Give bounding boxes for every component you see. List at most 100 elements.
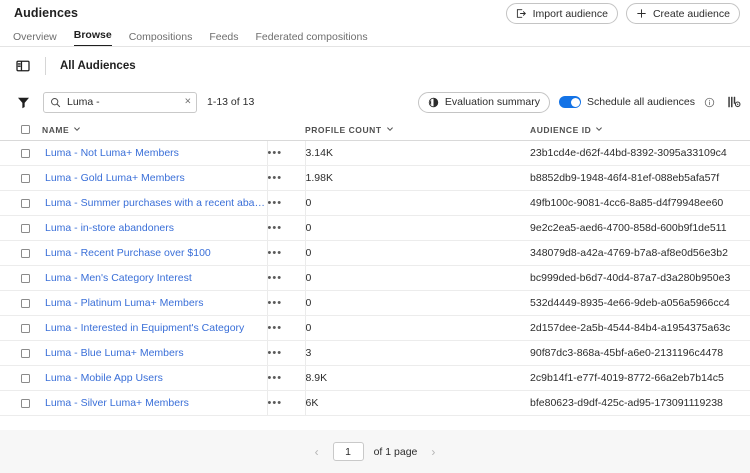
table-toolbar: × 1-13 of 13 Evaluation summary Schedule… — [0, 85, 750, 119]
row-checkbox[interactable] — [21, 173, 30, 183]
tab-feeds[interactable]: Feeds — [209, 31, 239, 43]
row-checkbox[interactable] — [21, 348, 30, 358]
chevron-left-icon[interactable]: ‹ — [314, 444, 319, 459]
row-select-cell — [0, 390, 42, 416]
audience-id-cell: 9e2c2ea5-aed6-4700-858d-600b9f1de511 — [530, 215, 750, 241]
import-icon — [516, 8, 527, 19]
more-options-icon[interactable]: ••• — [267, 397, 283, 409]
row-checkbox[interactable] — [21, 273, 30, 283]
column-settings-icon[interactable] — [726, 94, 742, 110]
more-options-icon[interactable]: ••• — [267, 372, 283, 384]
audiences-table: Name Profile count — [0, 119, 750, 416]
search-box[interactable]: × — [43, 91, 197, 113]
audience-name-link[interactable]: Luma - Blue Luma+ Members — [45, 347, 184, 359]
audience-name-link[interactable]: Luma - Mobile App Users — [45, 372, 163, 384]
schedule-all-audiences-label: Schedule all audiences — [587, 96, 695, 108]
audience-name-link[interactable]: Luma - in-store abandoners — [45, 222, 174, 234]
audiences-table-area: Name Profile count — [0, 119, 750, 430]
audience-id-cell: 348079d8-a42a-4769-b7a8-af8e0d56e3b2 — [530, 240, 750, 266]
chevron-right-icon[interactable]: › — [431, 444, 436, 459]
more-options-icon[interactable]: ••• — [267, 347, 283, 359]
tab-compositions[interactable]: Compositions — [128, 31, 193, 43]
result-count-label: 1-13 of 13 — [207, 96, 255, 108]
more-options-icon[interactable]: ••• — [267, 272, 283, 284]
row-select-cell — [0, 265, 42, 291]
audience-name-link[interactable]: Luma - Not Luma+ Members — [45, 147, 179, 159]
row-checkbox[interactable] — [21, 398, 30, 408]
select-all-checkbox[interactable] — [21, 125, 30, 134]
row-actions-cell: ••• — [267, 290, 306, 316]
more-options-icon[interactable]: ••• — [267, 147, 283, 159]
audience-name-cell: Luma - Interested in Equipment's Categor… — [42, 315, 268, 341]
audience-name-link[interactable]: Luma - Gold Luma+ Members — [45, 172, 185, 184]
create-audience-button[interactable]: Create audience — [625, 3, 740, 24]
audience-name-link[interactable]: Luma - Recent Purchase over $100 — [45, 247, 211, 259]
table-row: Luma - Interested in Equipment's Categor… — [0, 315, 750, 341]
table-header: Name Profile count — [0, 119, 750, 141]
table-body: Luma - Not Luma+ Members ••• 3.14K 23b1cd4e… — [0, 140, 750, 416]
audience-name-cell: Luma - Recent Purchase over $100 — [42, 240, 268, 266]
search-input[interactable] — [67, 96, 172, 108]
tab-overview[interactable]: Overview — [13, 31, 57, 43]
chevron-down-icon — [386, 125, 394, 135]
panel-toggle-icon[interactable] — [14, 57, 32, 75]
more-options-icon[interactable]: ••• — [267, 247, 283, 259]
column-header-profile-count[interactable]: Profile count — [305, 119, 531, 141]
import-audience-button[interactable]: Import audience — [505, 3, 618, 24]
evaluation-summary-button[interactable]: Evaluation summary — [417, 91, 550, 113]
audience-name-cell: Luma - Silver Luma+ Members — [42, 390, 268, 416]
row-actions-cell: ••• — [267, 365, 306, 391]
profile-count-cell: 0 — [305, 265, 531, 291]
row-checkbox[interactable] — [21, 248, 30, 258]
column-header-audience-id[interactable]: Audience ID — [530, 119, 750, 141]
row-checkbox[interactable] — [21, 373, 30, 383]
column-header-profile-count-label: Profile count — [305, 124, 382, 135]
profile-count-cell: 3 — [305, 340, 531, 366]
info-icon[interactable] — [701, 94, 717, 110]
row-checkbox[interactable] — [21, 298, 30, 308]
more-options-icon[interactable]: ••• — [267, 172, 283, 184]
profile-count-cell: 0 — [305, 240, 531, 266]
row-checkbox[interactable] — [21, 323, 30, 333]
column-header-name[interactable]: Name — [42, 119, 306, 141]
filter-icon[interactable] — [15, 94, 31, 110]
row-checkbox[interactable] — [21, 198, 30, 208]
audience-name-link[interactable]: Luma - Silver Luma+ Members — [45, 397, 189, 409]
row-select-cell — [0, 340, 42, 366]
tab-browse[interactable]: Browse — [73, 29, 112, 47]
tab-federated-compositions[interactable]: Federated compositions — [255, 31, 368, 43]
profile-count-cell: 0 — [305, 215, 531, 241]
table-row: Luma - Silver Luma+ Members ••• 6K bfe80623… — [0, 390, 750, 416]
row-checkbox[interactable] — [21, 148, 30, 158]
row-actions-cell: ••• — [267, 215, 306, 241]
audience-name-link[interactable]: Luma - Summer purchases with a recent ab… — [45, 197, 267, 209]
audience-name-link[interactable]: Luma - Interested in Equipment's Categor… — [45, 322, 245, 334]
page-title: Audiences — [14, 6, 79, 20]
profile-count-cell: 1.98K — [305, 165, 531, 191]
more-options-icon[interactable]: ••• — [267, 297, 283, 309]
row-checkbox[interactable] — [21, 223, 30, 233]
audience-id-cell: b8852db9-1948-46f4-81ef-088eb5afa57f — [530, 165, 750, 191]
profile-count-cell: 0 — [305, 315, 531, 341]
tab-bar: Overview Browse Compositions Feeds Feder… — [13, 26, 368, 47]
more-options-icon[interactable]: ••• — [267, 322, 283, 334]
search-icon — [50, 97, 61, 108]
schedule-all-audiences-toggle[interactable] — [559, 96, 581, 108]
pagination: ‹ of 1 page › — [0, 430, 750, 473]
audience-id-cell: bfe80623-d9df-425c-ad95-173091119238 — [530, 390, 750, 416]
clear-search-icon[interactable]: × — [184, 95, 191, 108]
page-number-input[interactable] — [332, 442, 364, 461]
table-row: Luma - Platinum Luma+ Members ••• 0 532d444… — [0, 290, 750, 316]
row-select-cell — [0, 290, 42, 316]
audience-name-link[interactable]: Luma - Men's Category Interest — [45, 272, 192, 284]
page-total-label: of 1 page — [373, 445, 418, 458]
row-select-cell — [0, 365, 42, 391]
table-row: Luma - Summer purchases with a recent ab… — [0, 190, 750, 216]
column-header-name-label: Name — [42, 124, 70, 135]
audience-name-link[interactable]: Luma - Platinum Luma+ Members — [45, 297, 204, 309]
table-row: Luma - Men's Category Interest ••• 0 bc999d… — [0, 265, 750, 291]
more-options-icon[interactable]: ••• — [267, 197, 283, 209]
row-select-cell — [0, 315, 42, 341]
more-options-icon[interactable]: ••• — [267, 222, 283, 234]
